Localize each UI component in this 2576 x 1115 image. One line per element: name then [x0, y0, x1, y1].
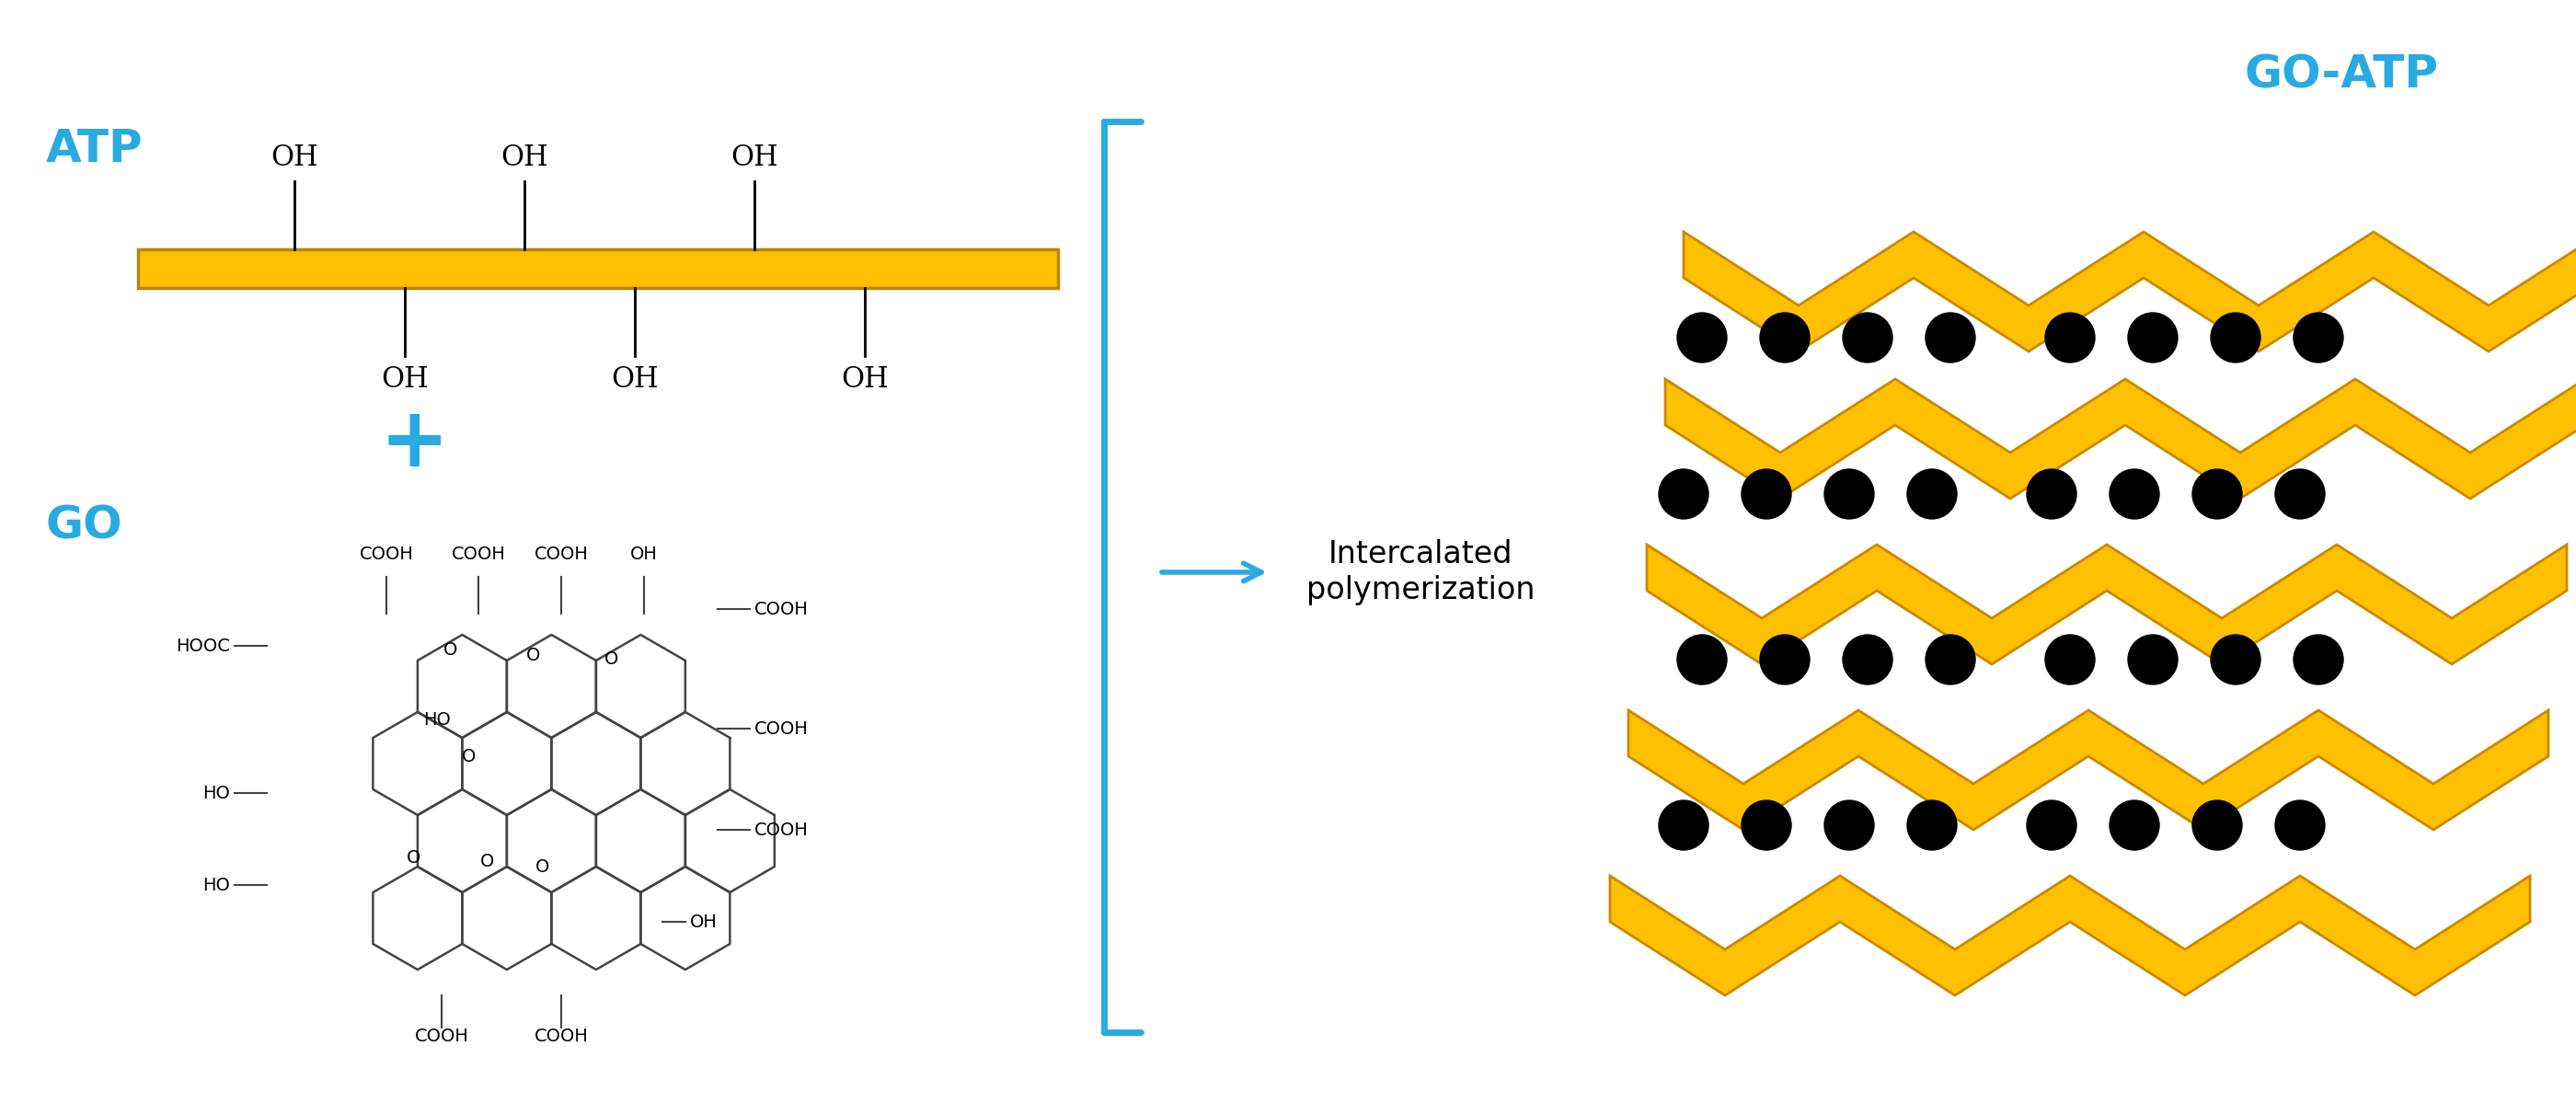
Circle shape — [1759, 313, 1808, 362]
Circle shape — [1906, 801, 1958, 850]
Circle shape — [2128, 634, 2177, 685]
Circle shape — [1659, 801, 1708, 850]
Text: O: O — [536, 857, 549, 875]
Text: HO: HO — [204, 876, 229, 894]
Circle shape — [2275, 801, 2324, 850]
Text: COOH: COOH — [755, 821, 809, 838]
Circle shape — [2293, 634, 2344, 685]
Circle shape — [2110, 801, 2159, 850]
Circle shape — [2275, 469, 2324, 518]
Text: COOH: COOH — [755, 600, 809, 618]
Text: +: + — [379, 403, 448, 484]
Circle shape — [1659, 469, 1708, 518]
Circle shape — [1842, 313, 1893, 362]
Circle shape — [2045, 313, 2094, 362]
Circle shape — [2027, 801, 2076, 850]
Circle shape — [2128, 313, 2177, 362]
Text: OH: OH — [690, 913, 719, 931]
Circle shape — [2210, 313, 2262, 362]
Circle shape — [1824, 469, 1875, 518]
Text: COOH: COOH — [755, 720, 809, 737]
Circle shape — [2210, 634, 2262, 685]
Text: COOH: COOH — [533, 1028, 587, 1046]
Circle shape — [2045, 634, 2094, 685]
Text: O: O — [526, 647, 541, 663]
Circle shape — [2027, 469, 2076, 518]
Text: O: O — [482, 853, 495, 871]
Text: GO-ATP: GO-ATP — [2244, 54, 2437, 97]
Bar — [139, 250, 1059, 288]
Circle shape — [1927, 634, 1976, 685]
Polygon shape — [1646, 544, 2566, 665]
Circle shape — [2110, 469, 2159, 518]
Text: COOH: COOH — [533, 545, 587, 563]
Text: O: O — [605, 651, 618, 668]
Text: OH: OH — [631, 545, 657, 563]
Text: COOH: COOH — [415, 1028, 469, 1046]
Text: O: O — [443, 641, 459, 659]
Text: OH: OH — [270, 144, 319, 172]
Text: HO: HO — [422, 710, 451, 728]
Circle shape — [1741, 469, 1790, 518]
Circle shape — [2192, 469, 2241, 518]
Circle shape — [1677, 634, 1726, 685]
Text: OH: OH — [732, 144, 778, 172]
Text: O: O — [461, 747, 477, 765]
Text: HO: HO — [204, 784, 229, 802]
Text: ATP: ATP — [46, 127, 144, 171]
Text: GO: GO — [46, 504, 124, 549]
Polygon shape — [1685, 232, 2576, 351]
Text: Intercalated
polymerization: Intercalated polymerization — [1306, 540, 1535, 605]
Circle shape — [1842, 634, 1893, 685]
Text: O: O — [407, 849, 420, 866]
Text: OH: OH — [840, 366, 889, 394]
Polygon shape — [1664, 379, 2576, 498]
Circle shape — [2192, 801, 2241, 850]
Text: OH: OH — [611, 366, 659, 394]
Circle shape — [1824, 801, 1875, 850]
Text: OH: OH — [381, 366, 428, 394]
Circle shape — [2293, 313, 2344, 362]
Polygon shape — [1628, 710, 2548, 830]
Circle shape — [1759, 634, 1808, 685]
Circle shape — [1927, 313, 1976, 362]
Text: OH: OH — [500, 144, 549, 172]
Text: HOOC: HOOC — [175, 637, 229, 655]
Circle shape — [1741, 801, 1790, 850]
Polygon shape — [1610, 875, 2530, 996]
Circle shape — [1677, 313, 1726, 362]
Circle shape — [1906, 469, 1958, 518]
Text: COOH: COOH — [451, 545, 505, 563]
Text: COOH: COOH — [358, 545, 415, 563]
